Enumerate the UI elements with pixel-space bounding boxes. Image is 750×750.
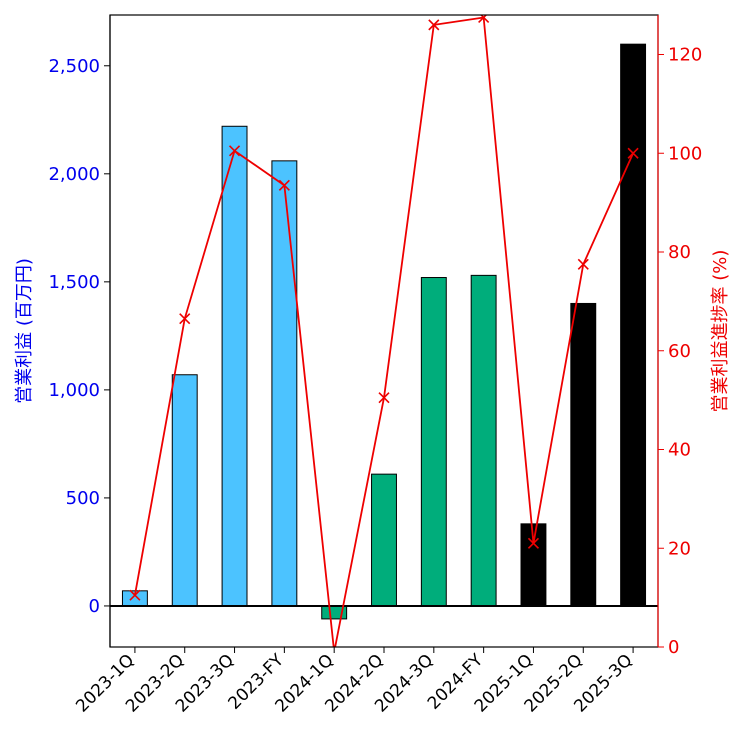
right-axis: 0 20 40 60 80 100 120 bbox=[657, 15, 702, 658]
left-tick-label: 1,500 bbox=[48, 272, 100, 293]
marker-stroke-b bbox=[378, 392, 390, 404]
x-axis: 2023-1Q2023-2Q2023-3Q2023-FY2024-1Q2024-… bbox=[72, 647, 637, 717]
y-axis-right-label: 営業利益進捗率 (%) bbox=[710, 250, 731, 413]
left-tick-label: 1,000 bbox=[48, 380, 100, 401]
progress-marker-2024-2Q bbox=[378, 392, 390, 404]
right-tick-label: 80 bbox=[668, 242, 691, 263]
bar-2023-FY bbox=[271, 160, 298, 607]
left-tick-label: 0 bbox=[89, 596, 100, 617]
marker-stroke-b bbox=[577, 258, 589, 270]
progress-marker-2024-3Q bbox=[428, 19, 440, 31]
progress-marker-2023-2Q bbox=[179, 313, 191, 325]
marker-stroke-b bbox=[179, 313, 191, 325]
y-axis-left-label: 営業利益 (百万円) bbox=[14, 258, 35, 404]
progress-marker-2025-1Q bbox=[527, 537, 540, 549]
bar-2024-FY bbox=[470, 274, 497, 607]
left-tick-label: 2,500 bbox=[48, 56, 100, 77]
progress-marker-2023-FY bbox=[278, 179, 290, 191]
right-tick-label: 100 bbox=[668, 143, 702, 164]
bar-2024-2Q bbox=[371, 473, 397, 607]
marker-stroke-b bbox=[527, 537, 540, 549]
left-tick-label: 500 bbox=[66, 488, 100, 509]
progress-marker-2025-3Q bbox=[627, 147, 639, 159]
right-tick-label: 0 bbox=[668, 637, 679, 658]
progress-marker-2023-3Q bbox=[228, 145, 241, 157]
marker-stroke-b bbox=[627, 147, 639, 159]
marker-stroke-b bbox=[278, 179, 290, 191]
left-tick-label: 2,000 bbox=[48, 164, 100, 185]
right-tick-label: 60 bbox=[668, 341, 691, 362]
left-axis: 0 500 1,000 1,500 2,000 2,500 bbox=[48, 15, 111, 647]
marker-stroke-b bbox=[478, 15, 488, 24]
progress-line-layer bbox=[129, 15, 639, 647]
bar-2024-3Q bbox=[420, 277, 447, 607]
bar-2023-3Q bbox=[221, 125, 248, 607]
progress-marker-2023-1Q bbox=[129, 589, 141, 601]
marker-stroke-b bbox=[428, 19, 440, 31]
bars-layer bbox=[121, 43, 647, 620]
progress-marker-2025-2Q bbox=[577, 258, 589, 270]
right-tick-label: 120 bbox=[668, 45, 702, 66]
marker-stroke-b bbox=[129, 589, 141, 601]
bar-2025-3Q bbox=[620, 43, 647, 607]
bar-2025-2Q bbox=[570, 302, 597, 607]
right-tick-label: 40 bbox=[668, 440, 691, 461]
bar-2023-2Q bbox=[171, 374, 198, 607]
progress-marker-2024-FY bbox=[478, 15, 490, 24]
marker-stroke-b bbox=[228, 145, 241, 157]
right-tick-label: 20 bbox=[668, 538, 691, 559]
